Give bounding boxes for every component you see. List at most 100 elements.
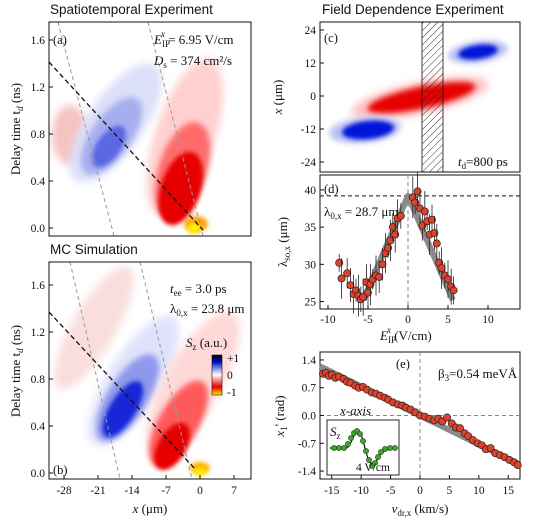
panel-b-xtick-4: 0: [197, 485, 203, 497]
inset-label-sz: Sz: [330, 424, 341, 441]
panel-d-point: [432, 239, 441, 248]
inset-label-field: 4 V/cm: [356, 462, 390, 474]
panel-b-xtick-5: 7: [231, 485, 237, 497]
panel-d-ytick-3: 40: [305, 185, 317, 197]
colorbar-mid: 0: [227, 370, 233, 382]
panel-d-ytick-0: 25: [305, 297, 317, 309]
panel-d-point: [346, 281, 355, 290]
panel-a-section-title: Spatiotemporal Experiment: [50, 2, 213, 17]
panel-d-point: [430, 229, 439, 238]
panel-e-xtick-0: -15: [324, 485, 340, 497]
inset-point: [345, 441, 351, 447]
panel-b-ytick-1: 0.4: [31, 421, 46, 433]
panel-c-ytick-1: -12: [301, 124, 317, 136]
panel-e-ylabel: x1' (rad): [272, 395, 289, 437]
panel-a-ytick-0: 0.0: [31, 223, 46, 235]
panel-e-point: [513, 461, 522, 470]
panel-a-ylabel: Delay time td (ns): [8, 83, 25, 175]
inset-point: [382, 446, 388, 452]
panel-e-xtick-5: 10: [473, 485, 485, 497]
panel-e-annotation: β3=0.54 meVÅ: [438, 366, 518, 383]
inset-point: [363, 448, 369, 454]
panel-c-section-title: Field Dependence Experiment: [322, 2, 504, 17]
inset-point: [392, 445, 398, 451]
panel-e-yticks: -1.4 -0.7 0.0 0.7 1.4: [298, 355, 324, 478]
panel-e-label: (e): [396, 357, 410, 371]
panel-b-ytick-3: 1.2: [31, 327, 46, 339]
panel-d-point: [437, 264, 446, 273]
panel-b-ylabel: Delay time td (ns): [8, 325, 25, 417]
panel-e-xtick-1: -10: [354, 485, 370, 497]
panel-d-xtick-3: 5: [445, 314, 451, 326]
panel-c-ytick-3: 12: [305, 58, 317, 70]
panel-d-point: [420, 207, 429, 216]
panel-e-xtick-4: 5: [447, 485, 453, 497]
panel-d-xticks: -10 -5 0 5 10: [320, 305, 494, 326]
panel-e-xlabel: vdr,x (km/s): [392, 501, 449, 518]
panel-d-point: [444, 275, 452, 284]
panel-c-yticks: -24 -12 0 12 24: [301, 25, 324, 169]
inset-point: [387, 445, 393, 451]
panel-b-xticks: -28 -21 -14 -7 0 7: [56, 475, 237, 497]
panel-e-ytick-4: 1.4: [302, 355, 317, 367]
panel-b-xtick-0: -28: [56, 485, 72, 497]
panel-d-xlabel: EIPx (V/cm): [379, 325, 432, 345]
inset-point: [341, 445, 347, 451]
panel-e-xticks: -15 -10 -5 0 5 10 15: [324, 475, 514, 497]
panel-d-ytick-2: 35: [305, 222, 317, 234]
panel-d-point: [359, 293, 368, 302]
panel-d-point: [343, 269, 352, 278]
panel-b-xlabel: x (μm): [132, 501, 168, 516]
panel-d-point: [388, 223, 397, 232]
panel-e-xtick-2: -5: [386, 485, 396, 497]
panel-d: (d) λ0,x = 28.7 μm 25 30 35 40 -10 -5 0 5 10 λs…: [275, 171, 521, 345]
panel-a-ytick-4: 1.6: [31, 35, 46, 47]
panel-e-ytick-2: 0.0: [302, 411, 317, 423]
panel-d-point: [449, 286, 458, 295]
panel-e-xtick-6: 15: [502, 485, 514, 497]
panel-b-param1: tee = 3.0 ps: [170, 281, 227, 298]
inset-points: [331, 428, 398, 469]
panel-d-point: [364, 288, 372, 297]
panel-e-axis-note: x-axis: [339, 403, 371, 418]
panel-c-heatmap: [320, 22, 520, 172]
panel-c-ytick-2: 0: [310, 91, 316, 103]
panel-d-point: [396, 211, 405, 220]
panel-b-label: (b): [53, 463, 68, 477]
panel-b-ytick-2: 0.8: [31, 374, 46, 386]
panel-d-point: [428, 215, 436, 224]
panel-e-inset: Sz 4 V/cm: [326, 419, 400, 476]
inset-point: [372, 460, 378, 466]
panel-c-label: (c): [324, 31, 338, 45]
panel-e-plot: [318, 352, 522, 479]
panel-b-ytick-0: 0.0: [31, 468, 46, 480]
panel-a-ytick-1: 0.4: [31, 176, 46, 188]
panel-c: Field Dependence Experiment (c) td=800 p…: [270, 2, 521, 173]
panel-d-annotation: λ0,x = 28.7 μm: [324, 204, 398, 221]
panel-b-ytick-4: 1.6: [31, 280, 46, 292]
panel-d-point: [335, 258, 344, 267]
panel-e-ytick-1: -0.7: [298, 438, 316, 450]
panel-e-xtick-3: 0: [417, 485, 423, 497]
panel-b-yticks: 0.0 0.4 0.8 1.2 1.6: [31, 280, 53, 480]
panel-d-point: [378, 260, 387, 269]
panel-c-ytick-4: 24: [305, 25, 317, 37]
panel-d-xtick-4: 10: [482, 314, 494, 326]
panel-d-ytick-1: 30: [305, 259, 317, 271]
inset-point: [360, 438, 366, 444]
panel-a-ytick-3: 1.2: [31, 82, 46, 94]
panel-b: MC Simulation (b) tee = 3.0 ps: [8, 242, 252, 516]
panel-b-xtick-3: -7: [161, 485, 171, 497]
panel-d-point: [413, 187, 422, 196]
panel-d-label: (d): [324, 182, 339, 196]
panel-a-ytick-2: 0.8: [31, 129, 46, 141]
inset-point: [366, 457, 372, 463]
panel-d-point: [418, 221, 427, 230]
panel-a-label: (a): [53, 33, 67, 47]
panel-a-heatmap: [49, 22, 251, 236]
panel-d-xtick-1: -5: [363, 314, 373, 326]
inset-point: [336, 445, 342, 451]
panel-a-param1: EIPx = 6.95 V/cm: [153, 29, 233, 49]
panel-d-point: [384, 244, 392, 252]
